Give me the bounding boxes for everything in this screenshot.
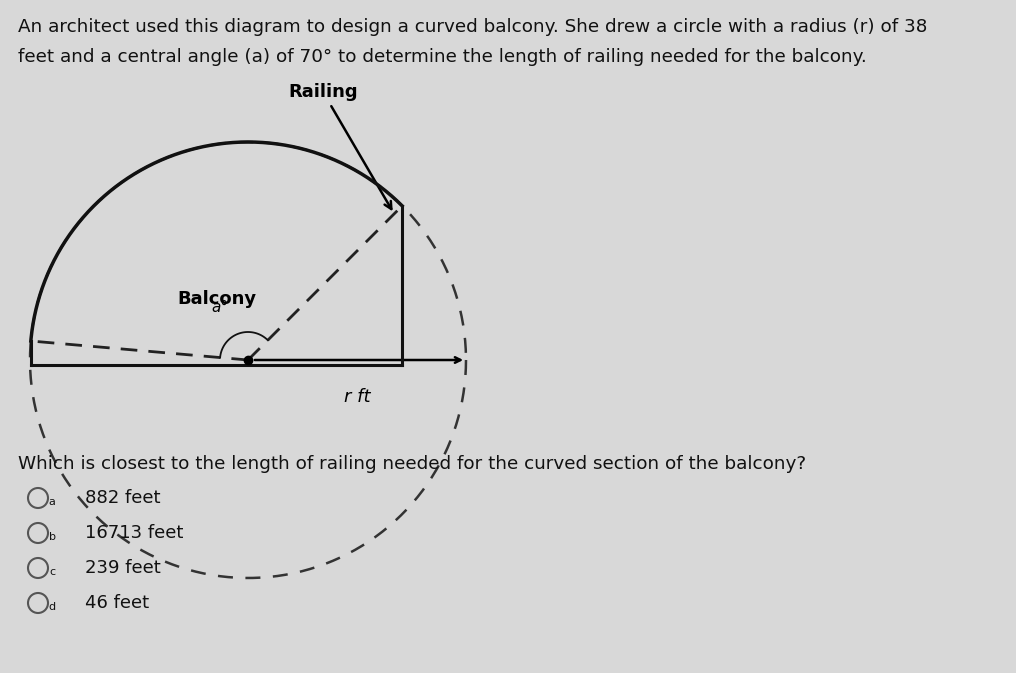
Text: An architect used this diagram to design a curved balcony. She drew a circle wit: An architect used this diagram to design… [18,18,928,36]
Circle shape [28,523,48,543]
Text: b: b [49,532,56,542]
Text: 882 feet: 882 feet [85,489,161,507]
Text: Which is closest to the length of railing needed for the curved section of the b: Which is closest to the length of railin… [18,455,806,473]
Text: feet and a central angle (a) of 70° to determine the length of railing needed fo: feet and a central angle (a) of 70° to d… [18,48,867,66]
Text: Balcony: Balcony [177,290,256,308]
Text: 46 feet: 46 feet [85,594,149,612]
Circle shape [28,488,48,508]
Text: c: c [49,567,55,577]
Text: d: d [49,602,56,612]
Text: a°: a° [211,300,229,315]
Circle shape [28,593,48,613]
Text: 239 feet: 239 feet [85,559,161,577]
Circle shape [28,558,48,578]
Text: a: a [49,497,56,507]
Text: 16713 feet: 16713 feet [85,524,183,542]
Text: Railing: Railing [289,83,391,209]
Text: r ft: r ft [343,388,370,406]
